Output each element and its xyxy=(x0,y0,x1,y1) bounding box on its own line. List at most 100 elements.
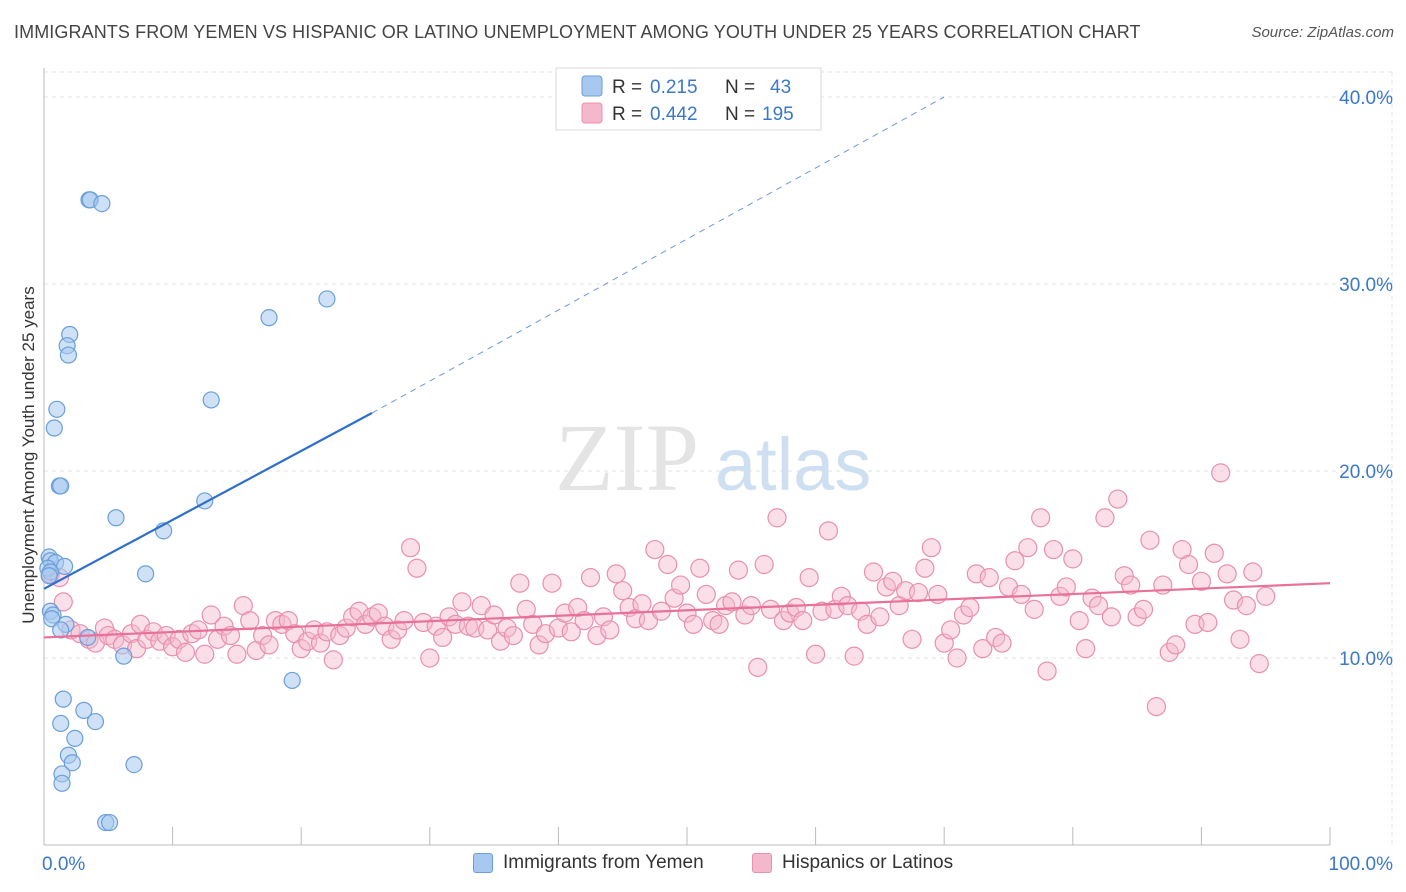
hispanics-point-157 xyxy=(1056,577,1076,597)
hispanics-point-145 xyxy=(979,567,999,588)
legend-swatch-yemen-bottom xyxy=(473,853,493,873)
series-yemen-points xyxy=(39,191,336,832)
yemen-point-36 xyxy=(66,729,84,748)
legend-r-label-yemen: R = xyxy=(612,77,642,98)
hispanics-point-106 xyxy=(728,560,749,580)
yemen-point-4 xyxy=(318,290,336,308)
hispanics-point-91 xyxy=(632,594,652,614)
hispanics-point-169 xyxy=(1133,599,1154,619)
legend-n-value-hispanics: 195 xyxy=(762,104,794,125)
legend-n-label-hispanics: N = xyxy=(725,104,755,125)
hispanics-point-178 xyxy=(1191,571,1212,591)
hispanics-point-71 xyxy=(503,625,523,646)
hispanics-point-143 xyxy=(966,564,986,584)
hispanics-point-112 xyxy=(767,508,787,528)
hispanics-point-149 xyxy=(1005,551,1025,571)
hispanics-point-153 xyxy=(1031,508,1051,528)
hispanics-point-60 xyxy=(433,627,453,648)
hispanics-point-27 xyxy=(220,625,241,646)
hispanics-point-93 xyxy=(645,539,665,560)
hispanics-point-140 xyxy=(947,648,967,668)
hispanics-point-122 xyxy=(831,586,851,606)
hispanics-point-44 xyxy=(330,625,350,646)
hispanics-point-107 xyxy=(735,605,755,625)
hispanics-point-144 xyxy=(973,639,993,659)
hispanics-point-64 xyxy=(458,616,478,636)
legend-swatch-hispanics xyxy=(581,102,603,124)
hispanics-point-118 xyxy=(805,644,826,664)
hispanics-point-24 xyxy=(201,605,221,625)
hispanics-point-120 xyxy=(818,521,839,541)
hispanics-point-28 xyxy=(227,644,247,664)
hispanics-point-141 xyxy=(953,605,974,625)
hispanics-point-100 xyxy=(690,558,710,578)
hispanics-point-30 xyxy=(240,610,260,631)
yemen-point-30 xyxy=(115,647,133,665)
hispanics-point-74 xyxy=(523,614,543,634)
watermark-zip: ZIP xyxy=(555,404,699,511)
hispanics-point-109 xyxy=(748,657,768,677)
source-label: Source: ZipAtlas.com xyxy=(1251,24,1394,41)
legend-swatch-hispanics-bottom xyxy=(752,853,772,873)
hispanics-point-170 xyxy=(1140,530,1160,550)
hispanics-point-134 xyxy=(908,582,929,603)
series-legend: Immigrants from Yemen Hispanics or Latin… xyxy=(0,850,1406,880)
hispanics-point-171 xyxy=(1146,697,1166,717)
y-tick-label-2: 30.0% xyxy=(1339,275,1393,296)
hispanics-point-147 xyxy=(992,633,1012,653)
hispanics-point-33 xyxy=(259,635,279,655)
legend-r-label-hispanics: R = xyxy=(612,104,642,125)
hispanics-point-163 xyxy=(1095,508,1115,528)
legend-r-value-yemen: 0.215 xyxy=(650,77,698,98)
yemen-trend-line xyxy=(43,412,373,590)
yemen-point-35 xyxy=(86,712,105,731)
axes xyxy=(43,68,1331,846)
legend-item-hispanics[interactable]: Hispanics or Latinos xyxy=(752,852,953,874)
hispanics-point-97 xyxy=(670,575,691,595)
hispanics-point-186 xyxy=(1243,562,1263,582)
yemen-point-39 xyxy=(125,755,143,774)
chart-title: IMMIGRANTS FROM YEMEN VS HISPANIC OR LAT… xyxy=(14,22,1141,42)
hispanics-point-160 xyxy=(1076,639,1096,659)
yemen-point-9 xyxy=(48,400,66,418)
hispanics-point-95 xyxy=(658,554,678,575)
hispanics-point-80 xyxy=(561,622,581,642)
hispanics-point-42 xyxy=(317,622,337,642)
yemen-point-14 xyxy=(107,509,125,527)
yemen-point-33 xyxy=(75,701,93,719)
hispanics-point-75 xyxy=(529,635,549,655)
hispanics-point-20 xyxy=(175,642,196,662)
hispanics-point-188 xyxy=(1256,586,1276,606)
hispanics-point-117 xyxy=(799,567,819,588)
hispanics-point-66 xyxy=(471,596,491,616)
hispanics-point-139 xyxy=(941,620,961,640)
hispanics-point-151 xyxy=(1018,538,1038,558)
hispanics-point-70 xyxy=(497,618,517,638)
hispanics-point-111 xyxy=(760,599,781,619)
hispanics-point-173 xyxy=(1159,642,1179,662)
hispanics-point-185 xyxy=(1236,596,1257,616)
hispanics-point-52 xyxy=(381,629,401,649)
hispanics-point-101 xyxy=(696,584,716,605)
yemen-point-29 xyxy=(79,628,97,647)
hispanics-point-152 xyxy=(1024,599,1044,619)
hispanics-point-164 xyxy=(1101,607,1121,627)
hispanics-point-179 xyxy=(1198,612,1218,633)
legend-label-hispanics: Hispanics or Latinos xyxy=(782,852,954,873)
hispanics-point-155 xyxy=(1043,539,1064,560)
legend-item-yemen[interactable]: Immigrants from Yemen xyxy=(473,852,704,874)
hispanics-point-136 xyxy=(921,538,941,558)
legend-swatch-yemen xyxy=(581,75,603,97)
hispanics-point-116 xyxy=(793,610,813,631)
yemen-point-38 xyxy=(63,754,81,772)
hispanics-point-162 xyxy=(1088,596,1109,616)
yemen-point-32 xyxy=(54,690,72,708)
hispanics-point-167 xyxy=(1121,575,1141,595)
hispanics-point-54 xyxy=(394,610,414,631)
hispanics-point-98 xyxy=(677,603,697,623)
hispanics-point-32 xyxy=(253,625,273,646)
yemen-point-28 xyxy=(52,621,70,639)
hispanics-point-108 xyxy=(741,596,761,616)
yemen-point-2 xyxy=(93,194,111,213)
